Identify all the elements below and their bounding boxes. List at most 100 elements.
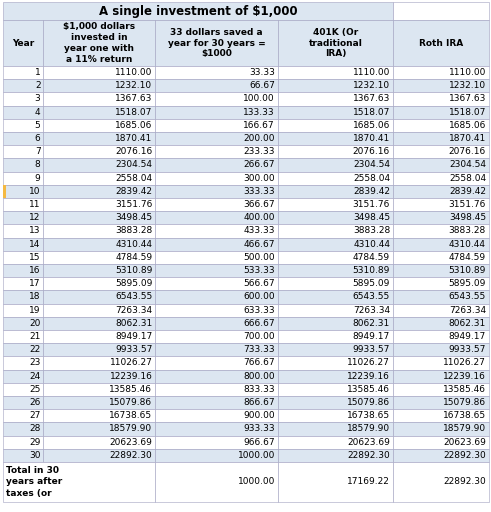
Bar: [44, 277, 156, 290]
Bar: [278, 132, 393, 145]
Text: 2839.42: 2839.42: [353, 187, 390, 196]
Bar: [393, 132, 489, 145]
Text: 5310.89: 5310.89: [353, 266, 390, 275]
Text: Roth IRA: Roth IRA: [419, 38, 463, 48]
Text: 133.33: 133.33: [244, 108, 275, 117]
Text: 1367.63: 1367.63: [115, 95, 152, 103]
Bar: [156, 119, 278, 132]
Bar: [3, 277, 44, 290]
Bar: [3, 198, 44, 211]
Text: 4: 4: [35, 108, 40, 117]
Text: 16738.65: 16738.65: [443, 411, 486, 420]
Bar: [3, 119, 44, 132]
Text: 20: 20: [29, 319, 40, 328]
Text: 11026.27: 11026.27: [109, 358, 152, 368]
Bar: [44, 79, 156, 92]
Text: 2304.54: 2304.54: [449, 160, 486, 169]
Bar: [44, 92, 156, 105]
Text: 4784.59: 4784.59: [353, 253, 390, 262]
Bar: [156, 462, 278, 502]
Bar: [3, 132, 44, 145]
Bar: [393, 370, 489, 383]
Text: 1685.06: 1685.06: [115, 121, 152, 130]
Bar: [156, 304, 278, 317]
Text: 366.67: 366.67: [244, 200, 275, 209]
Bar: [3, 436, 44, 449]
Bar: [44, 20, 156, 66]
Text: 12239.16: 12239.16: [109, 372, 152, 381]
Text: 13585.46: 13585.46: [109, 385, 152, 394]
Bar: [3, 238, 44, 251]
Bar: [3, 356, 44, 370]
Bar: [3, 92, 44, 105]
Bar: [44, 409, 156, 422]
Bar: [3, 409, 44, 422]
Text: 18579.90: 18579.90: [109, 424, 152, 434]
Text: 15: 15: [29, 253, 40, 262]
Text: 4310.44: 4310.44: [115, 240, 152, 249]
Text: 2304.54: 2304.54: [115, 160, 152, 169]
Bar: [156, 330, 278, 343]
Bar: [393, 238, 489, 251]
Text: 22: 22: [29, 345, 40, 354]
Text: 22892.30: 22892.30: [443, 478, 486, 486]
Bar: [393, 290, 489, 304]
Text: 600.00: 600.00: [244, 292, 275, 302]
Bar: [3, 370, 44, 383]
Bar: [156, 251, 278, 264]
Bar: [156, 317, 278, 330]
Bar: [156, 185, 278, 198]
Text: 2558.04: 2558.04: [115, 174, 152, 183]
Bar: [278, 119, 393, 132]
Bar: [3, 462, 156, 502]
Bar: [156, 211, 278, 224]
Bar: [278, 304, 393, 317]
Text: 3498.45: 3498.45: [353, 214, 390, 222]
Bar: [3, 264, 44, 277]
Text: 14: 14: [29, 240, 40, 249]
Bar: [156, 356, 278, 370]
Text: 15079.86: 15079.86: [347, 398, 390, 407]
Text: 23: 23: [29, 358, 40, 368]
Text: 7: 7: [35, 147, 40, 156]
Text: 3883.28: 3883.28: [449, 226, 486, 236]
Bar: [278, 185, 393, 198]
Bar: [156, 396, 278, 409]
Text: 1367.63: 1367.63: [449, 95, 486, 103]
Bar: [44, 383, 156, 396]
Text: 66.67: 66.67: [249, 81, 275, 90]
Bar: [44, 436, 156, 449]
Text: 433.33: 433.33: [244, 226, 275, 236]
Text: 11: 11: [29, 200, 40, 209]
Text: 1000.00: 1000.00: [238, 478, 275, 486]
Text: 3151.76: 3151.76: [449, 200, 486, 209]
Text: 966.67: 966.67: [244, 438, 275, 446]
Bar: [278, 436, 393, 449]
Bar: [44, 343, 156, 356]
Text: 1518.07: 1518.07: [449, 108, 486, 117]
Text: 5895.09: 5895.09: [353, 280, 390, 288]
Bar: [393, 409, 489, 422]
Text: 2839.42: 2839.42: [449, 187, 486, 196]
Text: 17169.22: 17169.22: [347, 478, 390, 486]
Bar: [278, 238, 393, 251]
Text: 733.33: 733.33: [244, 345, 275, 354]
Bar: [393, 343, 489, 356]
Text: 166.67: 166.67: [244, 121, 275, 130]
Bar: [278, 277, 393, 290]
Bar: [3, 330, 44, 343]
Bar: [156, 370, 278, 383]
Text: 6543.55: 6543.55: [353, 292, 390, 302]
Bar: [44, 370, 156, 383]
Bar: [393, 2, 489, 20]
Text: 11026.27: 11026.27: [443, 358, 486, 368]
Bar: [156, 238, 278, 251]
Text: 1000.00: 1000.00: [238, 451, 275, 460]
Bar: [278, 290, 393, 304]
Text: 17: 17: [29, 280, 40, 288]
Bar: [393, 396, 489, 409]
Text: 1232.10: 1232.10: [115, 81, 152, 90]
Bar: [44, 185, 156, 198]
Bar: [44, 198, 156, 211]
Text: 633.33: 633.33: [244, 306, 275, 315]
